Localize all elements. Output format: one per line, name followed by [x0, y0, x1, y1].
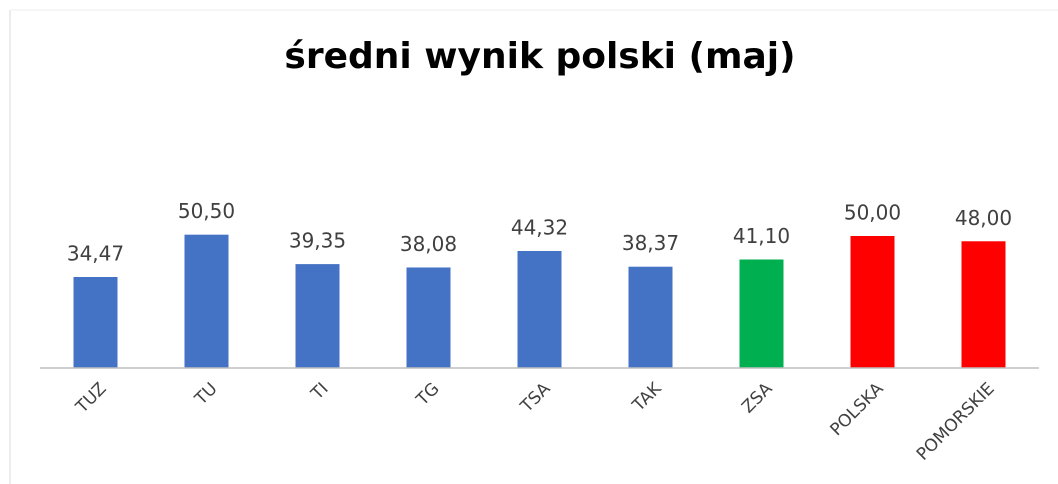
bar [850, 236, 895, 368]
data-label: 39,35 [289, 229, 346, 253]
bar [184, 234, 229, 368]
chart-title: średni wynik polski (maj) [284, 36, 795, 77]
bar [961, 241, 1006, 368]
data-label: 50,50 [178, 199, 235, 223]
data-label: 44,32 [511, 215, 568, 239]
data-label: 38,08 [400, 232, 457, 256]
data-label: 38,37 [622, 231, 679, 255]
bar [73, 276, 118, 368]
bar [739, 259, 784, 368]
data-label: 50,00 [844, 201, 901, 225]
bar [406, 267, 451, 368]
bar [628, 266, 673, 368]
data-label: 41,10 [733, 224, 790, 248]
bar [517, 250, 562, 368]
data-label: 48,00 [955, 206, 1012, 230]
data-label: 34,47 [67, 241, 124, 265]
bar [295, 264, 340, 368]
